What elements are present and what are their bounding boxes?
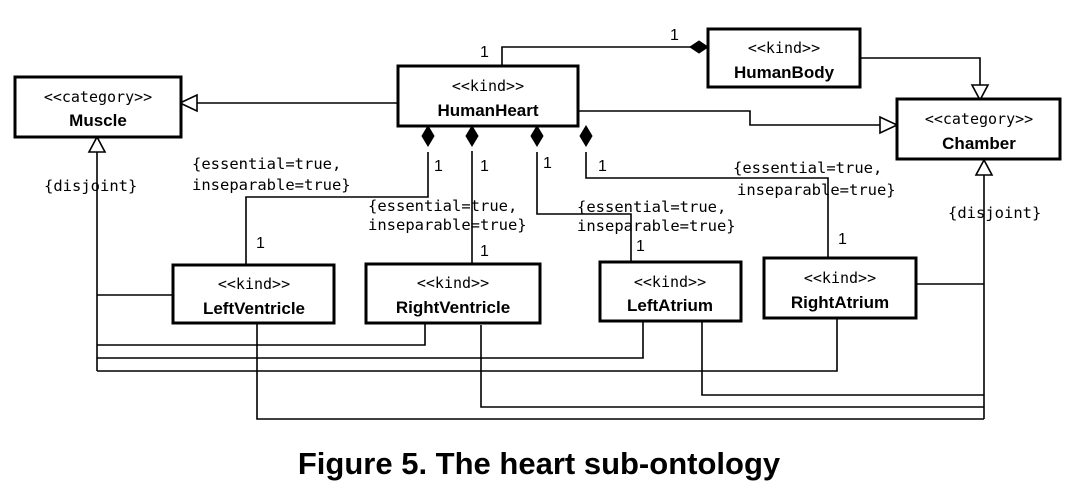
class-left-atrium: <<kind>> LeftAtrium xyxy=(598,260,743,323)
composition-lines xyxy=(245,46,829,265)
mult-la-whole: 1 xyxy=(543,155,552,172)
mult-lv-whole: 1 xyxy=(434,158,443,175)
mult-lv-part: 1 xyxy=(256,235,265,252)
mult-rv-whole: 1 xyxy=(480,158,489,175)
constraint-la-line2: inseparable=true} xyxy=(577,217,736,235)
diamond-rv xyxy=(465,125,479,147)
class-human-body: <<kind>> HumanBody xyxy=(706,27,862,89)
human-heart-name: HumanHeart xyxy=(437,101,538,120)
constraint-la-line1: {essential=true, xyxy=(577,198,726,216)
right-atrium-stereotype: <<kind>> xyxy=(804,269,876,287)
mult-la-part: 1 xyxy=(636,238,645,255)
muscle-name: Muscle xyxy=(69,111,127,130)
left-ventricle-name: LeftVentricle xyxy=(203,299,305,318)
diamond-la xyxy=(530,125,544,147)
muscle-stereotype: <<category>> xyxy=(44,88,152,106)
right-ventricle-stereotype: <<kind>> xyxy=(417,274,489,292)
class-chamber: <<category>> Chamber xyxy=(895,97,1062,161)
human-heart-stereotype: <<kind>> xyxy=(452,77,524,95)
diamond-lv xyxy=(421,125,435,147)
human-body-name: HumanBody xyxy=(734,63,835,82)
multiplicity-labels: 1 1 1 1 1 1 1 1 1 1 xyxy=(256,27,847,260)
constraint-lv-line2: inseparable=true} xyxy=(192,176,351,194)
figure-caption: Figure 5. The heart sub-ontology xyxy=(297,446,781,481)
mult-heart-body-body: 1 xyxy=(670,27,679,44)
diamond-ra xyxy=(579,125,593,147)
right-ventricle-name: RightVentricle xyxy=(396,298,510,317)
arrowhead-disjoint-muscle xyxy=(87,135,107,153)
constraint-labels: {essential=true, inseparable=true} {esse… xyxy=(44,155,1041,235)
mult-heart-body-heart: 1 xyxy=(480,44,489,61)
arrowhead-body-chamber xyxy=(970,84,990,102)
arrowhead-heart-chamber xyxy=(879,115,899,135)
generalization-lines xyxy=(96,57,985,420)
constraint-disjoint-chamber: {disjoint} xyxy=(948,204,1041,222)
constraint-lv-line1: {essential=true, xyxy=(192,155,341,173)
constraint-disjoint-muscle: {disjoint} xyxy=(44,177,137,195)
generalization-arrowheads xyxy=(87,84,994,176)
diamond-body xyxy=(689,40,709,54)
mult-rv-part: 1 xyxy=(480,243,489,260)
left-ventricle-stereotype: <<kind>> xyxy=(218,275,290,293)
arrowhead-disjoint-chamber xyxy=(974,158,994,176)
constraint-ra-line2: inseparable=true} xyxy=(737,181,896,199)
class-human-heart: <<kind>> HumanHeart xyxy=(396,64,580,128)
human-body-stereotype: <<kind>> xyxy=(748,39,820,57)
mult-ra-whole: 1 xyxy=(598,158,607,175)
chamber-stereotype: <<category>> xyxy=(925,110,1033,128)
composition-diamonds xyxy=(421,40,709,147)
constraint-ra-line1: {essential=true, xyxy=(733,159,882,177)
mult-ra-part: 1 xyxy=(838,231,847,248)
class-muscle: <<category>> Muscle xyxy=(13,75,183,139)
class-left-ventricle: <<kind>> LeftVentricle xyxy=(171,263,336,325)
right-atrium-name: RightAtrium xyxy=(791,293,889,312)
chamber-name: Chamber xyxy=(942,134,1016,153)
class-right-ventricle: <<kind>> RightVentricle xyxy=(364,262,542,325)
left-atrium-stereotype: <<kind>> xyxy=(634,273,706,291)
constraint-rv-line2: inseparable=true} xyxy=(368,216,527,234)
constraint-rv-line1: {essential=true, xyxy=(368,197,517,215)
arrowhead-heart-muscle xyxy=(178,93,198,113)
left-atrium-name: LeftAtrium xyxy=(627,296,713,315)
class-right-atrium: <<kind>> RightAtrium xyxy=(762,256,918,320)
